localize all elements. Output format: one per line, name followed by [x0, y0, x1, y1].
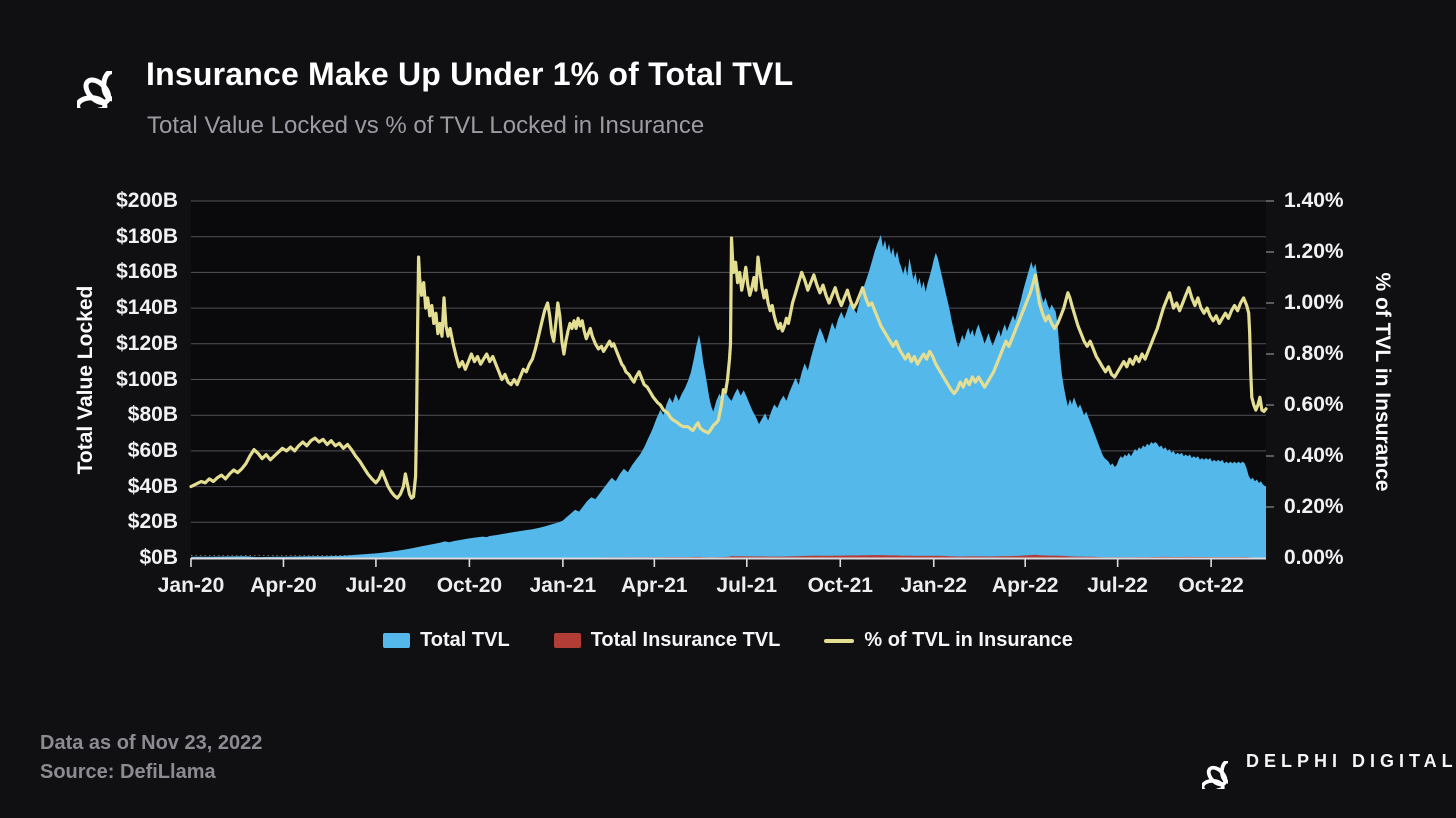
data-as-of-note: Data as of Nov 23, 2022 — [40, 732, 263, 754]
right-tick-label: 1.00% — [1284, 291, 1344, 314]
legend-label: Total TVL — [420, 629, 510, 651]
legend-swatch — [824, 638, 855, 643]
right-tick-label: 0.00% — [1284, 546, 1344, 569]
chart-legend: Total TVL Total Insurance TVL % of TVL in … — [0, 629, 1456, 652]
chart-plot-area — [189, 200, 1281, 573]
page-title: Insurance Make Up Under 1% of Total TVL — [146, 56, 794, 92]
left-tick-label: $180B — [116, 224, 178, 248]
source-note: Source: DefiLlama — [40, 761, 216, 783]
x-tick-label: Oct-22 — [1178, 574, 1244, 597]
x-tick-label: Jan-20 — [157, 574, 225, 597]
right-tick-label: 0.40% — [1284, 444, 1344, 467]
left-tick-label: $0B — [139, 546, 178, 569]
x-tick-label: Jan-22 — [900, 574, 967, 597]
x-tick-label: Jul-20 — [345, 574, 407, 597]
left-tick-label: $200B — [116, 189, 178, 212]
legend-item: % of TVL in Insurance — [824, 629, 1073, 652]
x-tick-label: Apr-21 — [621, 574, 688, 597]
series-line--of-tvl-in-insurance — [189, 236, 1268, 500]
left-tick-label: $60B — [127, 438, 178, 462]
right-tick-label: 1.20% — [1284, 240, 1344, 263]
series-area-total-tvl — [191, 234, 1266, 558]
legend-label: % of TVL in Insurance — [864, 629, 1073, 651]
right-tick-label: 0.80% — [1284, 342, 1344, 365]
x-tick-label: Jul-21 — [716, 574, 778, 597]
left-tick-label: $120B — [116, 331, 178, 355]
page-subtitle: Total Value Locked vs % of TVL Locked in… — [147, 112, 705, 139]
legend-item: Total TVL — [383, 629, 510, 652]
x-tick-label: Jul-22 — [1087, 574, 1148, 597]
delphi-footer-logo-icon — [1176, 733, 1228, 789]
left-tick-label: $80B — [127, 403, 178, 427]
legend-item: Total Insurance TVL — [553, 629, 781, 652]
delphi-wordmark: DELPHI DIGITAL — [1246, 750, 1456, 771]
legend-label: Total Insurance TVL — [590, 629, 781, 651]
delphi-brand-footer: DELPHI DIGITAL — [1176, 733, 1456, 789]
x-tick-label: Apr-22 — [991, 574, 1059, 597]
left-tick-label: $160B — [116, 260, 178, 284]
series-area-total-insurance-tvl — [191, 554, 1266, 558]
x-tick-label: Apr-20 — [250, 574, 317, 597]
right-tick-label: 0.20% — [1284, 495, 1344, 518]
chart-svg — [189, 200, 1274, 567]
x-tick-label: Oct-21 — [807, 574, 873, 597]
x-tick-label: Oct-20 — [436, 574, 503, 597]
left-tick-label: $140B — [116, 296, 178, 320]
delphi-logo-icon — [42, 34, 112, 108]
left-tick-label: $100B — [116, 367, 178, 391]
right-tick-label: 0.60% — [1284, 393, 1344, 416]
left-tick-label: $20B — [127, 510, 178, 534]
left-tick-label: $40B — [127, 474, 178, 498]
x-tick-label: Jan-21 — [529, 574, 597, 597]
legend-swatch — [553, 633, 581, 648]
legend-swatch — [383, 633, 411, 648]
right-tick-label: 1.40% — [1284, 189, 1344, 212]
